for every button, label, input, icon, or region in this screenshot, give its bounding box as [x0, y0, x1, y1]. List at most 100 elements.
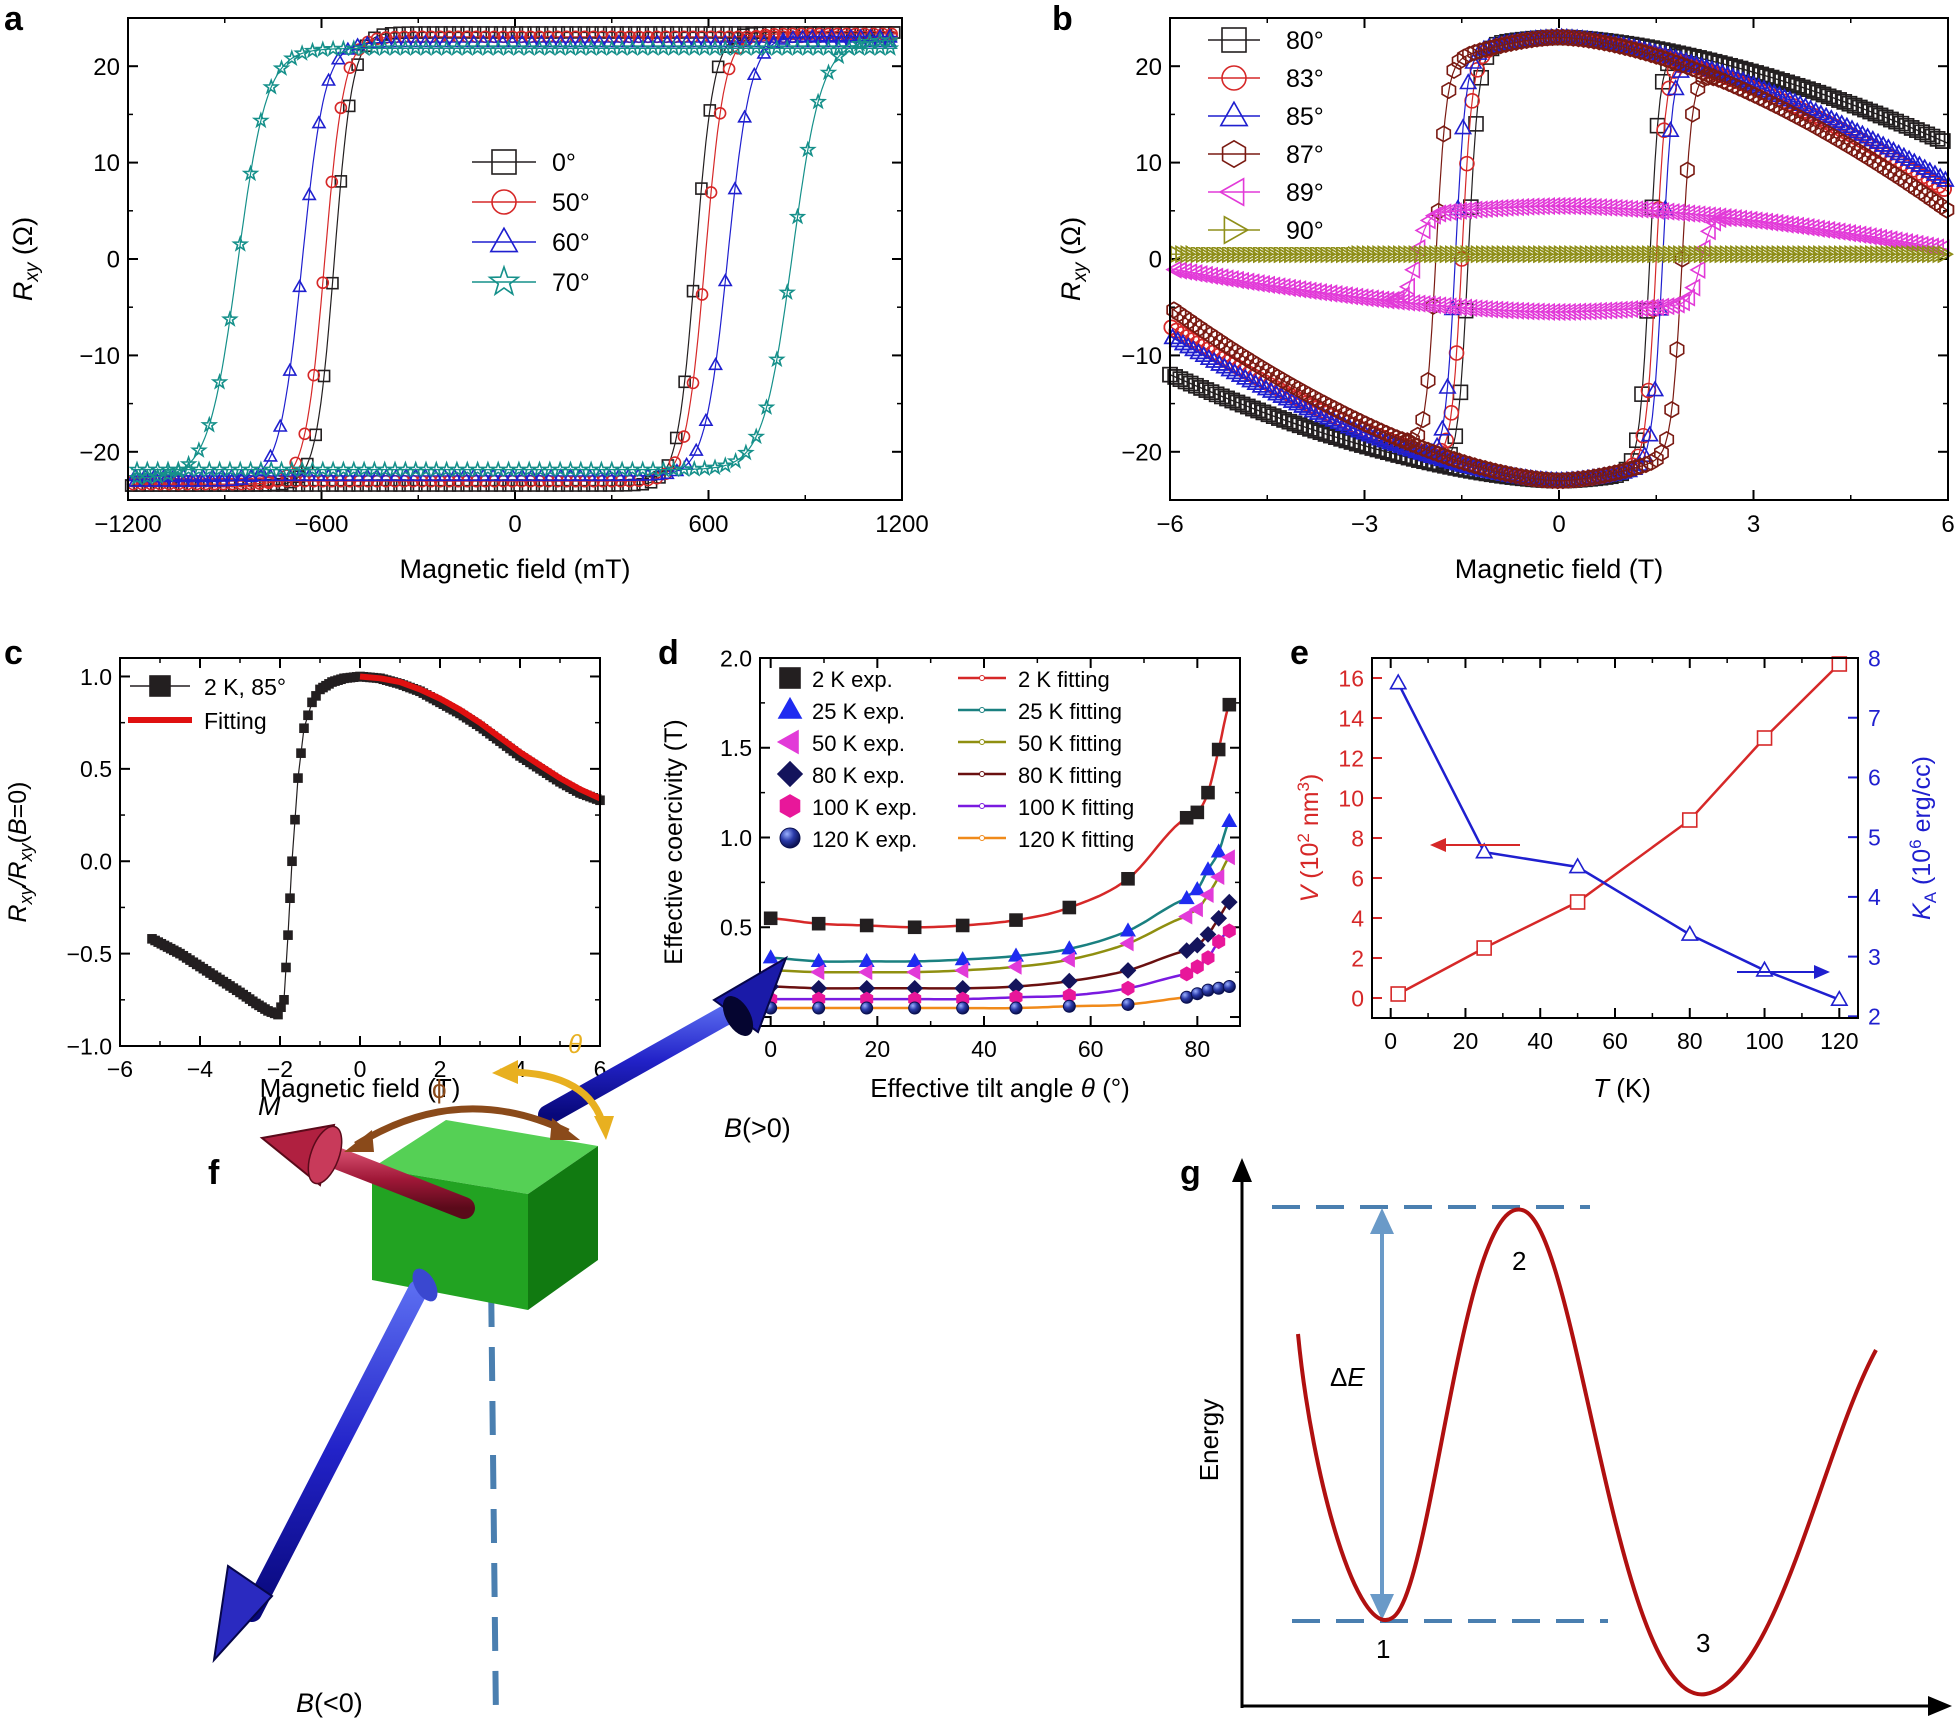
x-tick-label: 40 — [1527, 1028, 1553, 1054]
legend-d-label: 2 K exp. — [812, 667, 893, 692]
marker-b-90° — [1237, 245, 1254, 264]
marker-b-80° — [1255, 404, 1272, 421]
marker-e-KA — [1475, 842, 1494, 859]
marker-a-70° — [190, 441, 208, 458]
theta-angle-arc — [499, 1068, 608, 1129]
marker-b-89° — [1616, 300, 1633, 319]
marker-b-87° — [1602, 465, 1617, 483]
label-minimum-3: 3 — [1696, 1628, 1710, 1658]
marker-b-90° — [1611, 245, 1628, 264]
marker-a-0° — [351, 58, 364, 71]
marker-a-50° — [722, 62, 736, 76]
curve-a-descending-60° — [131, 41, 898, 483]
marker-b-89° — [1699, 222, 1716, 241]
energy-curve — [1296, 1207, 1878, 1697]
marker-a-60° — [833, 28, 849, 42]
y-tick-label: 0.5 — [720, 915, 752, 941]
chart-b-frame — [1169, 17, 1949, 501]
marker-b-80° — [1826, 90, 1842, 106]
marker-b-87° — [1690, 61, 1706, 80]
marker-b-90° — [1398, 245, 1415, 264]
marker-b-85° — [1225, 363, 1244, 380]
marker-b-83° — [1630, 448, 1646, 465]
marker-d-25 K exp. — [1210, 843, 1227, 858]
marker-c-experiment — [287, 856, 297, 867]
marker-b-90° — [1356, 245, 1373, 264]
marker-b-80° — [1852, 99, 1868, 116]
marker-b-89° — [1549, 196, 1566, 216]
marker-b-90° — [1813, 245, 1830, 264]
marker-e-KA — [1389, 673, 1408, 690]
marker-b-90° — [1688, 245, 1705, 264]
marker-c-experiment — [303, 710, 313, 721]
marker-d-25 K exp. — [810, 952, 827, 968]
marker-a-70° — [200, 415, 219, 433]
marker-d-50 K exp. — [1060, 951, 1075, 968]
marker-b-89° — [1497, 301, 1514, 320]
marker-b-89° — [1611, 199, 1628, 218]
marker-b-89° — [1424, 295, 1441, 315]
marker-a-70° — [706, 458, 724, 476]
marker-b-80° — [1198, 382, 1215, 398]
marker-a-60° — [311, 115, 327, 129]
marker-b-90° — [1522, 245, 1539, 264]
marker-d-25 K exp. — [1120, 922, 1136, 937]
marker-d-2 K exp. — [1009, 913, 1023, 927]
marker-b-80° — [1172, 371, 1189, 387]
marker-b-90° — [1776, 245, 1794, 264]
marker-b-90° — [1362, 245, 1379, 264]
marker-d-2 K exp. — [859, 918, 874, 933]
marker-b-90° — [1590, 245, 1607, 264]
marker-d-80 K exp. — [1188, 936, 1206, 954]
marker-b-80° — [1784, 76, 1801, 92]
marker-a-70° — [179, 454, 198, 472]
marker-b-87° — [1436, 125, 1452, 143]
marker-b-90° — [1258, 245, 1275, 264]
marker-a-70° — [747, 427, 766, 445]
marker-b-85° — [1858, 127, 1877, 144]
marker-b-87° — [1467, 457, 1483, 475]
x-tick-label: −6 — [1156, 511, 1183, 538]
marker-b-90° — [1196, 245, 1213, 264]
marker-b-90° — [1253, 245, 1270, 264]
marker-b-80° — [1836, 94, 1853, 110]
marker-b-90° — [1507, 245, 1524, 264]
marker-b-90° — [1325, 245, 1342, 264]
marker-b-87° — [1446, 61, 1462, 80]
x-tick-label: 100 — [1745, 1028, 1783, 1054]
marker-a-60° — [563, 34, 578, 48]
marker-b-80° — [1219, 390, 1235, 407]
marker-b-87° — [1695, 63, 1711, 82]
schematic-f: M ϕ θ B(>0) B(<0) — [212, 955, 791, 1721]
marker-d-80 K exp. — [1119, 962, 1137, 979]
marker-b-80° — [1903, 120, 1920, 136]
marker-b-90° — [1408, 245, 1425, 264]
marker-b-85° — [1293, 396, 1312, 413]
y-tick-label: 1.5 — [720, 735, 752, 761]
marker-b-80° — [1265, 408, 1282, 424]
marker-b-90° — [1304, 245, 1322, 264]
marker-d-80 K exp. — [1210, 909, 1228, 927]
legend-d-fit-label: 50 K fitting — [1018, 731, 1122, 756]
marker-b-89° — [1642, 201, 1659, 220]
marker-b-89° — [1663, 296, 1680, 315]
marker-b-85° — [1360, 425, 1379, 442]
marker-b-87° — [1638, 44, 1654, 62]
marker-b-90° — [1419, 245, 1436, 264]
marker-b-90° — [1875, 245, 1892, 264]
marker-b-80° — [1846, 97, 1863, 114]
marker-d-120 K exp. — [1212, 981, 1226, 995]
marker-b-90° — [1548, 245, 1565, 264]
marker-a-50° — [298, 427, 312, 441]
marker-b-85° — [1308, 403, 1327, 420]
marker-d-80 K exp. — [1199, 926, 1217, 943]
y-right-tick-label: 4 — [1868, 884, 1881, 910]
marker-a-50° — [686, 376, 700, 390]
y-tick-label: 10 — [1338, 785, 1364, 811]
marker-b-90° — [1336, 245, 1353, 264]
marker-b-80° — [1888, 113, 1904, 130]
x-tick-label: −1200 — [94, 511, 161, 538]
panel-label-a: a — [4, 0, 24, 38]
x-tick-label: 0 — [508, 511, 521, 538]
